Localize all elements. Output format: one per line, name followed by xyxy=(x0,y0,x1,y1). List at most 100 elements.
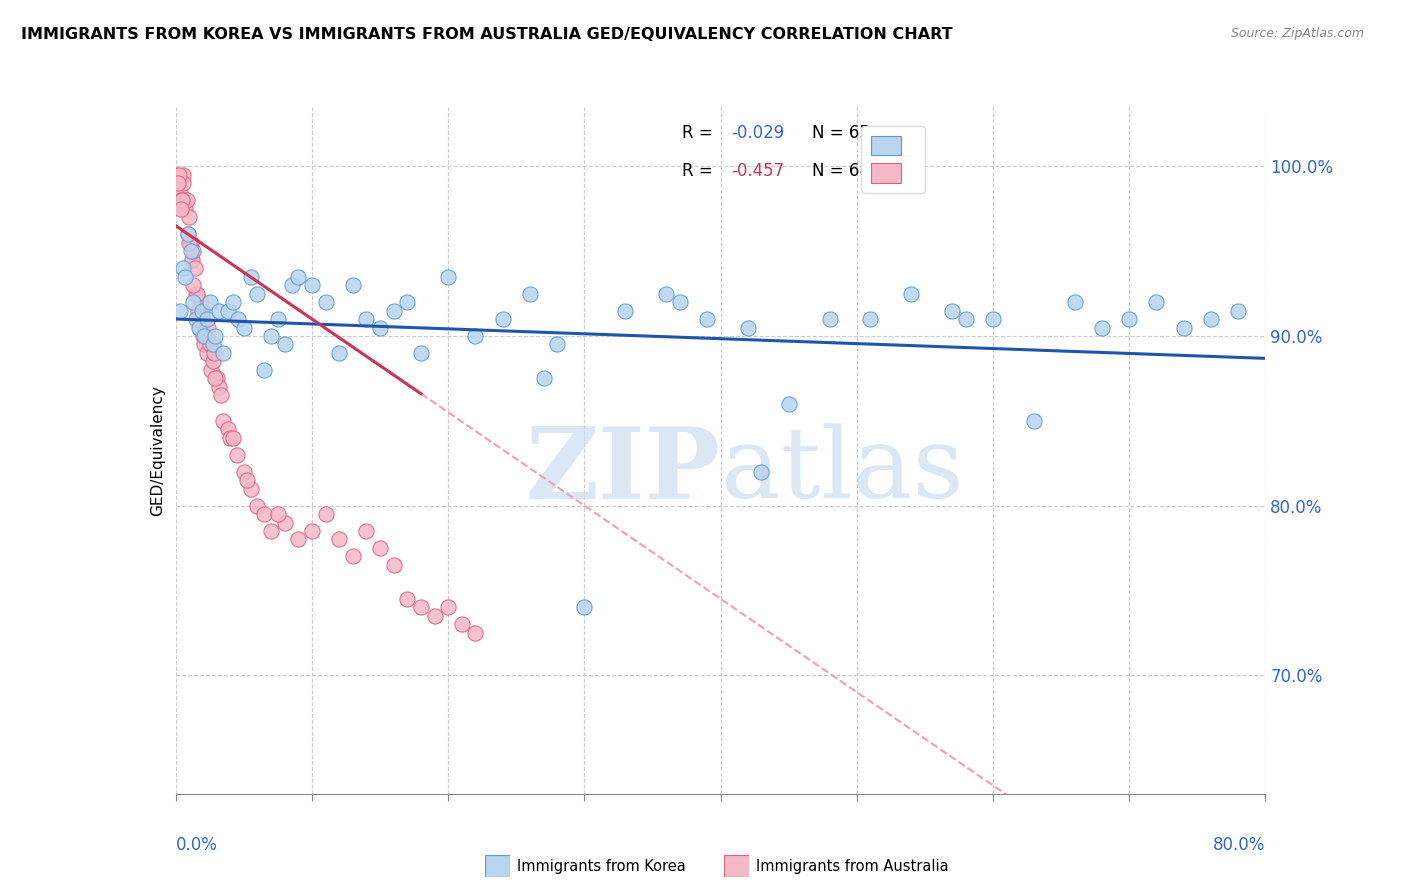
Point xyxy=(166,177,188,191)
Point xyxy=(315,295,337,310)
Point xyxy=(464,329,486,343)
Point xyxy=(179,211,201,225)
Point xyxy=(169,185,191,199)
Point xyxy=(174,202,197,216)
Text: -0.029: -0.029 xyxy=(731,124,785,142)
Point xyxy=(190,312,212,326)
Point xyxy=(260,329,283,343)
Point xyxy=(172,261,194,276)
Point xyxy=(382,303,405,318)
Point xyxy=(450,617,472,632)
Text: R =: R = xyxy=(682,162,718,180)
Point xyxy=(201,337,224,351)
Point xyxy=(183,244,205,259)
Point xyxy=(186,286,208,301)
Point xyxy=(301,524,323,538)
Point xyxy=(190,295,212,310)
Point xyxy=(464,625,486,640)
Point xyxy=(181,278,204,293)
Point xyxy=(751,465,773,479)
Point xyxy=(574,600,596,615)
Point xyxy=(1227,303,1250,318)
Point xyxy=(208,380,231,394)
Point xyxy=(194,329,217,343)
Point xyxy=(190,303,212,318)
Point xyxy=(818,312,841,326)
Point xyxy=(176,194,198,208)
Point xyxy=(198,337,221,351)
Point xyxy=(253,363,276,377)
Point xyxy=(177,227,200,242)
Point xyxy=(222,295,245,310)
Point xyxy=(246,286,269,301)
Point xyxy=(533,371,555,385)
Point xyxy=(193,337,215,351)
Text: Immigrants from Korea: Immigrants from Korea xyxy=(517,859,686,873)
Point xyxy=(226,448,249,462)
Point xyxy=(180,244,202,259)
Point xyxy=(1173,320,1195,334)
Point xyxy=(519,286,541,301)
Point xyxy=(186,286,208,301)
Point xyxy=(696,312,718,326)
Point xyxy=(382,558,405,572)
Point xyxy=(274,337,297,351)
Point xyxy=(409,346,432,360)
Point xyxy=(900,286,922,301)
Point xyxy=(191,329,214,343)
Point xyxy=(177,235,200,250)
Point xyxy=(546,337,568,351)
Point xyxy=(167,168,190,182)
Y-axis label: GED/Equivalency: GED/Equivalency xyxy=(149,385,165,516)
Point xyxy=(170,194,193,208)
Point xyxy=(396,591,419,606)
Point xyxy=(200,363,222,377)
Point xyxy=(212,414,235,428)
Point xyxy=(287,269,309,284)
Point xyxy=(181,252,204,267)
Point xyxy=(981,312,1004,326)
Point xyxy=(180,235,202,250)
Point xyxy=(173,194,195,208)
Point xyxy=(668,295,690,310)
Point xyxy=(186,303,209,318)
Point xyxy=(301,278,323,293)
Point xyxy=(409,600,432,615)
Point xyxy=(437,269,460,284)
Point xyxy=(1063,295,1085,310)
Text: N = 65: N = 65 xyxy=(792,124,870,142)
Point xyxy=(368,320,391,334)
Point xyxy=(492,312,515,326)
Text: ZIP: ZIP xyxy=(526,423,721,519)
Point xyxy=(955,312,977,326)
Text: N = 68: N = 68 xyxy=(792,162,870,180)
Point xyxy=(328,346,350,360)
Point xyxy=(219,431,242,445)
Text: Immigrants from Australia: Immigrants from Australia xyxy=(756,859,949,873)
Point xyxy=(212,346,235,360)
Point xyxy=(253,507,276,521)
Point xyxy=(195,346,218,360)
Point xyxy=(267,312,290,326)
Point xyxy=(614,303,637,318)
Point xyxy=(201,354,224,368)
Point xyxy=(208,303,231,318)
Point xyxy=(170,194,193,208)
Point xyxy=(1091,320,1114,334)
Point xyxy=(356,524,378,538)
Point xyxy=(737,320,759,334)
Point xyxy=(222,431,245,445)
Point xyxy=(172,177,194,191)
Point xyxy=(859,312,882,326)
Point xyxy=(368,541,391,555)
Point xyxy=(217,422,239,436)
Point xyxy=(941,303,963,318)
Point xyxy=(239,269,262,284)
Point xyxy=(204,329,226,343)
Text: IMMIGRANTS FROM KOREA VS IMMIGRANTS FROM AUSTRALIA GED/EQUIVALENCY CORRELATION C: IMMIGRANTS FROM KOREA VS IMMIGRANTS FROM… xyxy=(21,27,953,42)
Point xyxy=(342,549,364,564)
Point xyxy=(205,371,228,385)
Point xyxy=(356,312,378,326)
Point xyxy=(172,168,194,182)
Point xyxy=(188,320,211,334)
